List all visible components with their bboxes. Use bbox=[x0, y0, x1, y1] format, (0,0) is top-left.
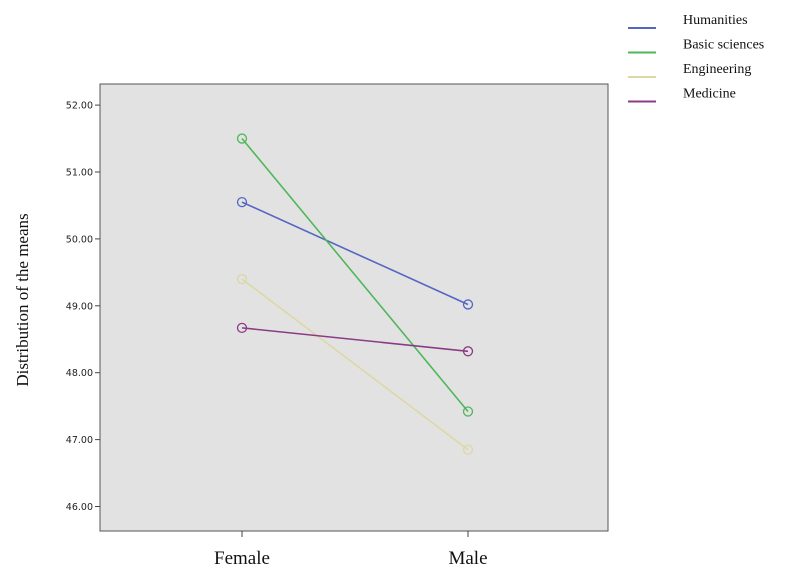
data-point bbox=[236, 133, 248, 144]
y-tick-label: 46.00 bbox=[66, 502, 93, 513]
series-line bbox=[241, 327, 469, 353]
legend-label: Humanities bbox=[683, 13, 748, 28]
data-point bbox=[462, 346, 474, 357]
data-point bbox=[462, 444, 474, 455]
y-tick-label: 47.00 bbox=[66, 435, 93, 446]
y-tick-label: 48.00 bbox=[66, 368, 93, 379]
legend-label: Engineering bbox=[683, 62, 751, 77]
data-point bbox=[462, 299, 474, 310]
y-axis-title: Distribution of the means bbox=[13, 213, 32, 386]
y-tick-label: 51.00 bbox=[66, 168, 93, 179]
legend-label: Basic sciences bbox=[683, 38, 764, 53]
series-line bbox=[241, 278, 469, 451]
data-point bbox=[236, 322, 248, 334]
x-category-label: Male bbox=[448, 548, 487, 569]
legend: Humanities Basic sciences Engineering Medic… bbox=[628, 13, 764, 103]
series-lines bbox=[236, 133, 474, 455]
x-axis-ticks: Female Male bbox=[214, 531, 488, 569]
series-line bbox=[241, 201, 469, 306]
data-point bbox=[236, 273, 248, 285]
plot-area bbox=[99, 83, 609, 532]
data-point bbox=[462, 406, 474, 417]
y-tick-label: 52.00 bbox=[66, 101, 93, 112]
y-axis-ticks: 46.00 47.00 48.00 49.00 50.00 51.00 52.00 bbox=[66, 101, 100, 513]
series-line bbox=[241, 138, 469, 413]
data-point bbox=[236, 196, 248, 208]
legend-label: Medicine bbox=[683, 87, 736, 102]
y-tick-label: 49.00 bbox=[66, 301, 93, 312]
x-category-label: Female bbox=[214, 548, 270, 569]
y-tick-label: 50.00 bbox=[66, 234, 93, 245]
